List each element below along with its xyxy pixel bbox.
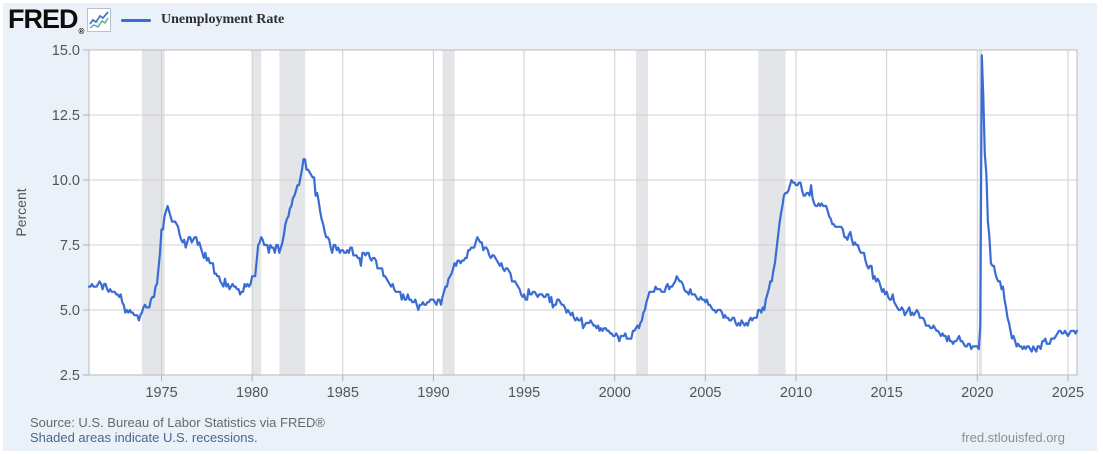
x-tick-label: 2000 — [599, 385, 631, 401]
x-tick-label: 1980 — [236, 385, 268, 401]
y-tick-label: 2.5 — [60, 368, 80, 384]
y-tick-label: 15.0 — [52, 43, 80, 59]
fred-chart-icon — [87, 8, 111, 32]
y-axis-title: Percent — [13, 188, 29, 236]
x-tick-label: 1990 — [417, 385, 449, 401]
fred-logo-text: FRED — [8, 4, 78, 34]
x-tick-label: 2010 — [780, 385, 812, 401]
x-tick-label: 2015 — [871, 385, 903, 401]
x-tick-label: 1985 — [327, 385, 359, 401]
recession-note-link[interactable]: Shaded areas indicate U.S. recessions. — [30, 430, 258, 445]
unemployment-line-chart[interactable]: 2.5 5.0 7.5 10.0 12.5 15.0 1975 1980 1985 1990 199… — [0, 0, 1103, 410]
registered-mark: ® — [78, 27, 85, 36]
site-url-link[interactable]: fred.stlouisfed.org — [961, 430, 1065, 445]
recession-band — [141, 50, 165, 375]
graph-header: FRED® Unemployment Rate — [0, 0, 1103, 42]
y-tick-label: 10.0 — [52, 173, 80, 189]
x-tick-label: 1995 — [508, 385, 540, 401]
y-tick-label: 12.5 — [52, 108, 80, 124]
x-tick-label: 2020 — [961, 385, 993, 401]
x-tick-label: 1975 — [145, 385, 177, 401]
legend-label: Unemployment Rate — [161, 12, 285, 27]
fred-logo[interactable]: FRED® — [8, 4, 84, 47]
legend-item-unemployment-rate[interactable]: Unemployment Rate — [121, 8, 284, 32]
recession-band — [279, 50, 306, 375]
recession-band — [252, 50, 262, 375]
recession-band — [442, 50, 455, 375]
x-tick-label: 2005 — [689, 385, 721, 401]
recession-band — [635, 50, 648, 375]
plot-border — [88, 49, 1078, 376]
x-tick-label: 2025 — [1052, 385, 1084, 401]
series-line — [87, 54, 1079, 353]
legend-line-swatch — [121, 18, 151, 22]
y-tick-label: 7.5 — [60, 238, 80, 254]
y-tick-label: 5.0 — [60, 303, 80, 319]
source-note: Source: U.S. Bureau of Labor Statistics … — [30, 415, 325, 430]
